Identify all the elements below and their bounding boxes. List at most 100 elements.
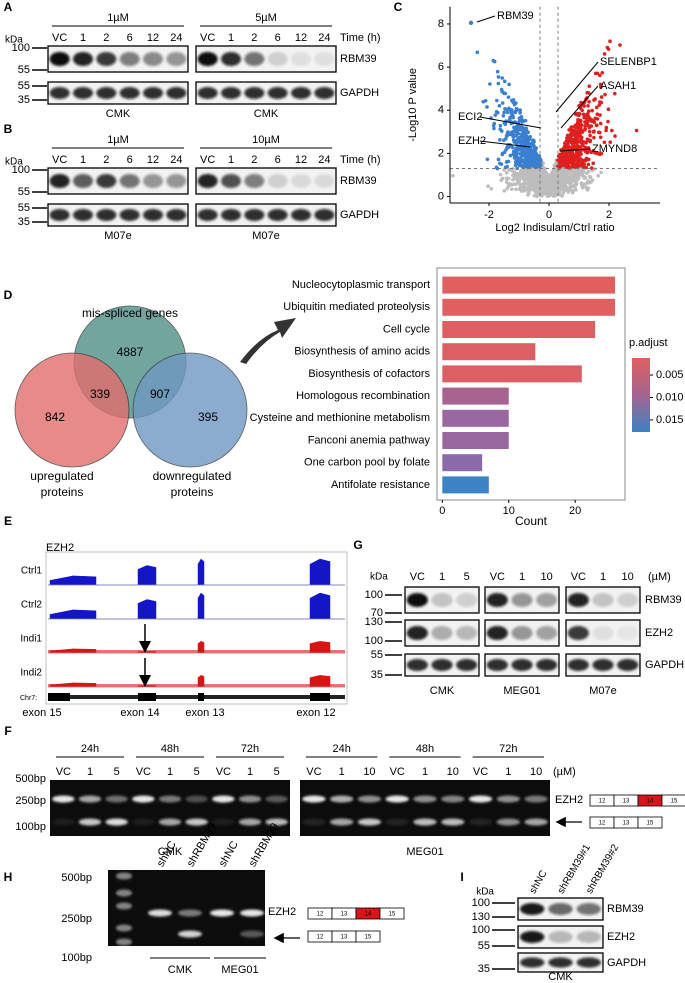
band: [166, 173, 187, 189]
point: [544, 177, 548, 182]
point: [561, 169, 566, 173]
point: [587, 174, 592, 179]
point: [524, 126, 528, 131]
point: [500, 151, 505, 156]
label: 24: [170, 32, 182, 44]
point: [566, 189, 571, 193]
point: [558, 176, 563, 181]
band: [406, 659, 428, 671]
point: [492, 126, 496, 131]
label: VC: [52, 32, 67, 44]
point: [512, 171, 517, 175]
category-label: One carbon pool by folate: [304, 457, 430, 469]
band: [431, 659, 453, 671]
point: [583, 124, 587, 128]
bar: [442, 365, 582, 383]
band: [197, 87, 218, 99]
label: 55: [18, 202, 30, 214]
label: 2: [606, 209, 612, 221]
label: CMK: [548, 971, 573, 983]
point: [555, 187, 560, 192]
gel-band: [524, 795, 548, 803]
annotation: ASAH1: [600, 80, 636, 92]
label: Indi2: [20, 668, 42, 679]
category-label: Cysteine and methionine metabolism: [250, 412, 430, 424]
point: [592, 119, 596, 123]
point: [585, 150, 590, 155]
band: [119, 209, 140, 221]
point: [584, 185, 588, 190]
band: [49, 51, 70, 67]
point: [567, 137, 572, 142]
bar: [442, 343, 536, 361]
bar: [442, 321, 596, 338]
point: [570, 190, 575, 195]
band: [220, 209, 242, 221]
panel-label: F: [4, 724, 11, 738]
gel-band: [105, 795, 128, 803]
band: [142, 173, 164, 189]
label: exon 12: [296, 707, 335, 719]
band: [72, 209, 94, 221]
label: EZH2: [268, 906, 296, 918]
point: [599, 95, 604, 99]
category-label: Ubiquitin mediated proteolysis: [283, 301, 430, 313]
band: [576, 931, 602, 943]
point: [603, 92, 607, 97]
point: [592, 129, 596, 134]
point: [519, 115, 524, 119]
label: RBM39: [607, 903, 644, 915]
point: [588, 133, 592, 138]
label: RBM39: [340, 53, 377, 65]
label: Count: [515, 514, 548, 528]
label: CMK: [106, 108, 131, 120]
label: 5: [114, 766, 120, 778]
point: [576, 120, 580, 125]
label: shNC: [217, 839, 241, 869]
band: [244, 173, 265, 189]
point: [526, 137, 531, 142]
label: 250bp: [61, 913, 92, 925]
point: [515, 107, 520, 112]
point: [553, 171, 557, 176]
label: 1: [80, 154, 86, 166]
point: [597, 103, 602, 107]
gel-band: [116, 889, 132, 897]
point: [581, 170, 586, 175]
label: 35: [18, 94, 30, 106]
label: 0: [438, 190, 444, 202]
venn-circle: [132, 352, 248, 468]
point: [521, 164, 526, 169]
label: 100: [472, 924, 490, 936]
band: [119, 173, 140, 189]
point: [537, 180, 542, 185]
gel-band: [385, 818, 409, 826]
label: 1: [247, 766, 253, 778]
band: [511, 659, 533, 671]
point: [502, 79, 507, 84]
label: -Log10 P value: [407, 68, 419, 142]
point: [529, 160, 533, 164]
point: [598, 113, 602, 117]
point: [612, 91, 617, 96]
point: [485, 105, 489, 109]
point: [505, 107, 509, 112]
point: [514, 182, 518, 186]
point: [589, 180, 593, 184]
point: [564, 171, 569, 176]
point: [532, 193, 537, 198]
label: Indi1: [20, 634, 42, 645]
label: 10: [530, 766, 542, 778]
point: [554, 193, 559, 197]
point: [521, 177, 526, 181]
point: [532, 164, 536, 169]
point: [580, 185, 585, 190]
label: 6: [127, 154, 133, 166]
point: [584, 165, 589, 170]
plot-frame: [436, 267, 626, 501]
point: [526, 150, 531, 154]
label: 500bp: [15, 773, 46, 785]
label: -2: [484, 209, 494, 221]
point: [520, 172, 525, 176]
band: [49, 173, 70, 189]
